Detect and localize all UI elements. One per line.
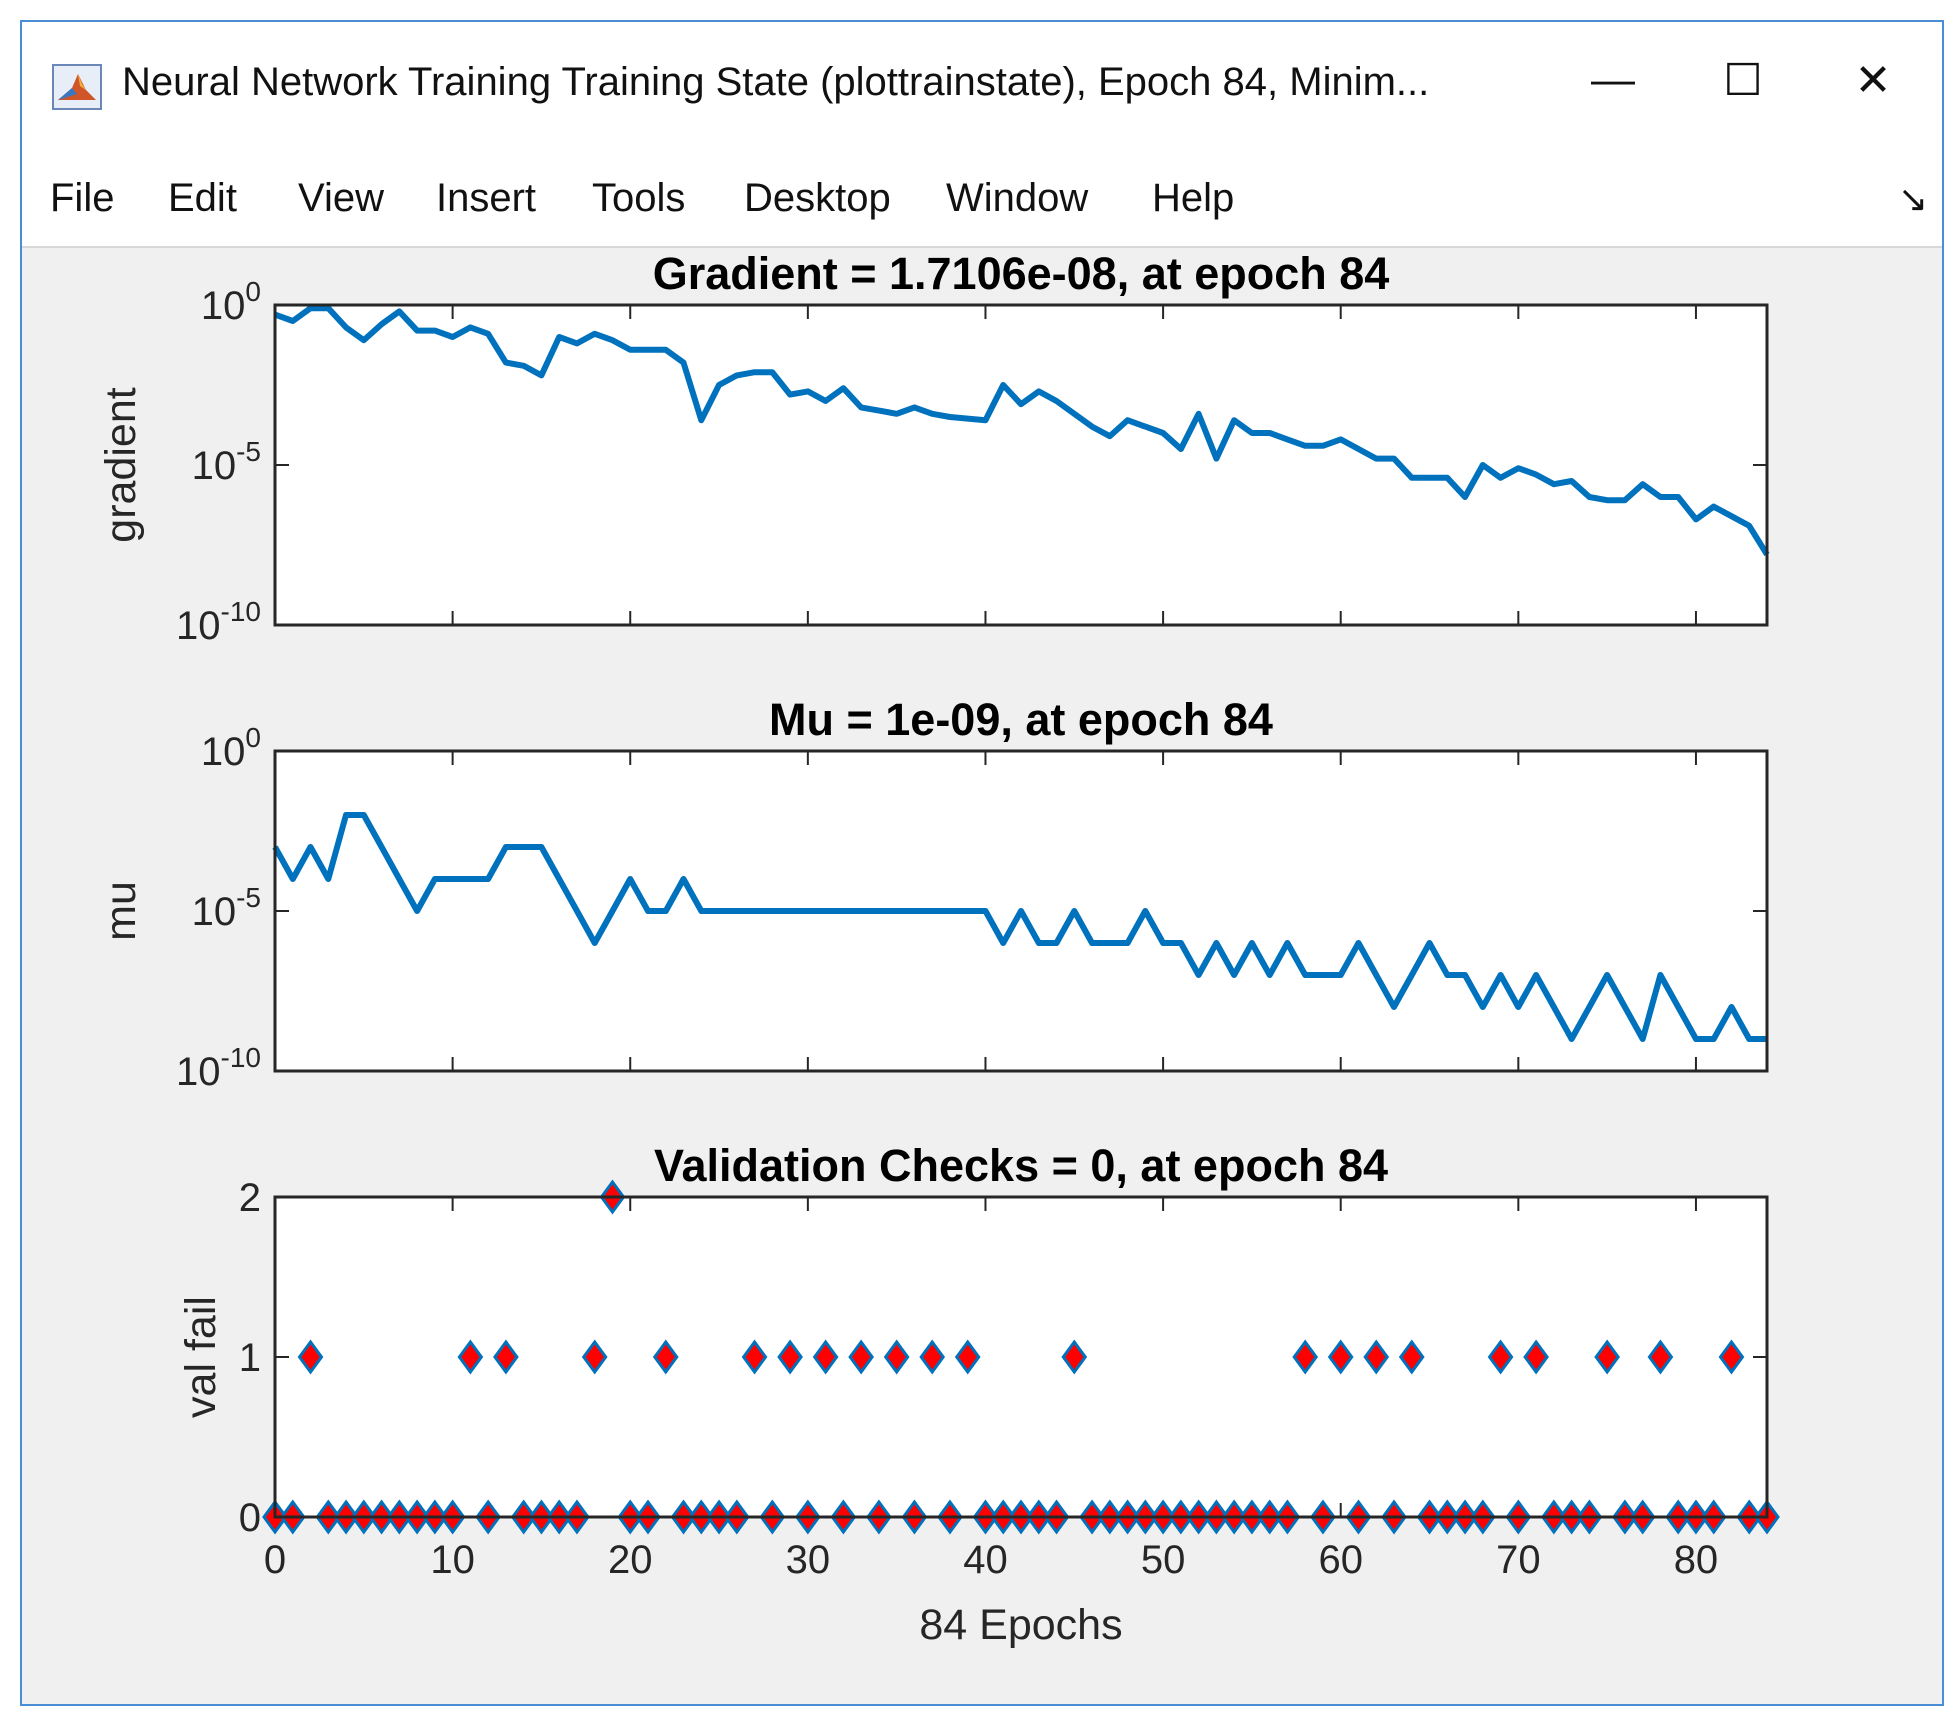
y-tick-label: 10-10 <box>176 1042 261 1094</box>
menu-help[interactable]: Help <box>1152 176 1235 220</box>
chart-title: Gradient = 1.7106e-08, at epoch 84 <box>653 248 1390 299</box>
val-fail-marker <box>1061 1339 1088 1375</box>
x-tick-label: 60 <box>1318 1538 1363 1582</box>
val-fail-marker <box>1327 1339 1354 1375</box>
axes-2: Validation Checks = 0, at epoch 84 val fa… <box>177 1140 1780 1649</box>
y-axis-label: val fail <box>177 1296 225 1418</box>
close-button[interactable]: ✕ <box>1854 55 1892 105</box>
val-fail-marker <box>812 1339 839 1375</box>
x-tick-label: 50 <box>1141 1538 1186 1582</box>
x-tick-label: 10 <box>430 1538 475 1582</box>
axes-frame <box>273 1195 1769 1519</box>
val-fail-marker <box>919 1339 946 1375</box>
val-fail-marker <box>1523 1339 1549 1375</box>
chart-title: Mu = 1e-09, at epoch 84 <box>769 694 1273 745</box>
y-tick-label: 1 <box>239 1336 261 1380</box>
val-fail-marker <box>1594 1339 1621 1375</box>
y-tick-label: 0 <box>239 1496 261 1540</box>
y-tick-label: 10-5 <box>192 882 261 934</box>
window-title: Neural Network Training Training State (… <box>122 60 1430 104</box>
menu-insert[interactable]: Insert <box>436 176 537 220</box>
val-fail-marker <box>581 1339 608 1375</box>
title-bar[interactable]: Neural Network Training Training State (… <box>22 22 1942 136</box>
x-tick-label: 20 <box>608 1538 653 1582</box>
val-fail-marker <box>741 1339 768 1375</box>
axes-0: Gradient = 1.7106e-08, at epoch 84 gradie… <box>97 248 1770 648</box>
val-fail-marker <box>297 1339 324 1375</box>
val-fail-marker <box>652 1339 679 1375</box>
menu-file[interactable]: File <box>50 176 115 220</box>
axes-frame <box>273 749 1769 1073</box>
y-axis-label: mu <box>97 881 145 941</box>
y-axis-label: gradient <box>97 387 145 542</box>
val-fail-marker <box>777 1339 803 1375</box>
matlab-logo-icon <box>52 64 102 110</box>
axes-frame <box>273 303 1769 627</box>
val-fail-marker <box>848 1339 875 1375</box>
val-fail-marker <box>1647 1339 1674 1375</box>
y-tick-label: 10-5 <box>192 436 261 488</box>
maximize-button[interactable]: ☐ <box>1723 55 1763 105</box>
x-tick-label: 30 <box>786 1538 831 1582</box>
val-fail-marker <box>1398 1339 1425 1375</box>
training-state-figure: Gradient = 1.7106e-08, at epoch 84 gradie… <box>97 248 1780 1649</box>
x-tick-label: 80 <box>1674 1538 1719 1582</box>
menu-edit[interactable]: Edit <box>168 176 237 220</box>
axes-1: Mu = 1e-09, at epoch 84 mu 100 10-5 10-10 <box>97 694 1769 1094</box>
val-fail-marker <box>1363 1339 1390 1375</box>
val-fail-marker <box>954 1339 981 1375</box>
dock-arrow-icon[interactable]: ↘ <box>1897 178 1928 219</box>
menu-tools[interactable]: Tools <box>592 176 686 220</box>
y-tick-label: 10-10 <box>176 596 261 648</box>
val-fail-marker <box>883 1339 910 1375</box>
y-tick-label: 2 <box>239 1176 261 1220</box>
x-tick-label: 0 <box>264 1538 286 1582</box>
x-axis-label: 84 Epochs <box>919 1601 1122 1649</box>
menu-window[interactable]: Window <box>946 176 1089 220</box>
menu-view[interactable]: View <box>298 176 384 220</box>
series-line <box>273 305 1770 557</box>
menu-bar: File Edit View Insert Tools Desktop Wind… <box>22 136 1942 248</box>
menu-desktop[interactable]: Desktop <box>744 176 891 220</box>
minimize-button[interactable]: — <box>1591 55 1635 104</box>
y-tick-label: 100 <box>201 722 261 774</box>
val-fail-marker <box>1487 1339 1514 1375</box>
series-line <box>272 812 1767 1042</box>
val-fail-marker <box>457 1339 484 1375</box>
x-tick-label: 40 <box>963 1538 1008 1582</box>
val-fail-marker <box>1718 1339 1745 1375</box>
axes-background <box>275 305 1767 625</box>
figure-window: Neural Network Training Training State (… <box>20 20 1944 1706</box>
chart-title: Validation Checks = 0, at epoch 84 <box>654 1140 1388 1191</box>
val-fail-marker <box>1292 1339 1319 1375</box>
x-tick-label: 70 <box>1496 1538 1541 1582</box>
axes-background <box>275 1197 1767 1517</box>
y-tick-label: 100 <box>201 276 261 328</box>
val-fail-marker <box>493 1339 519 1375</box>
